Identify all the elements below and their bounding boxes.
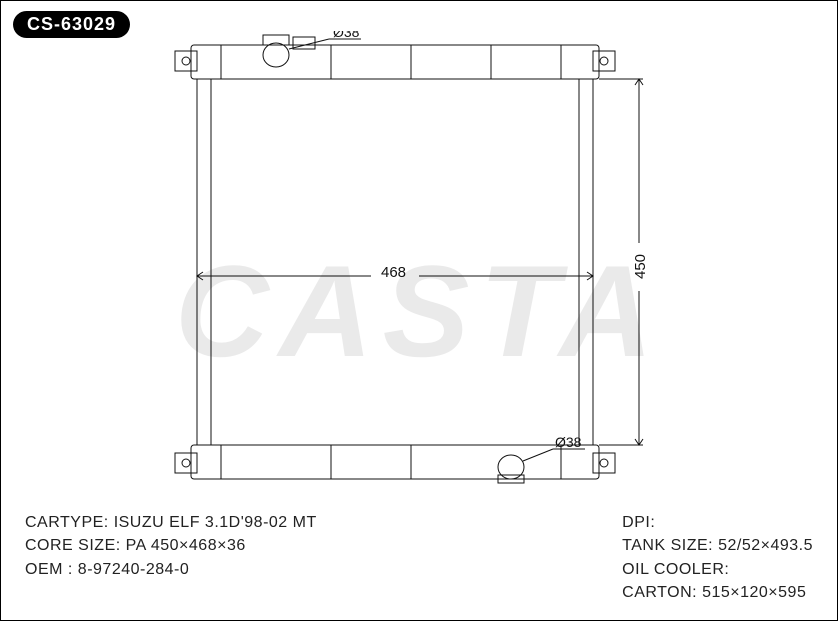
spec-label: CARTYPE	[25, 514, 104, 531]
spec-sep: :	[692, 584, 697, 601]
spec-label: CORE SIZE	[25, 537, 116, 554]
dim-width-value: 468	[381, 264, 406, 281]
inlet-dia-label: Ø38	[333, 31, 360, 40]
spec-label: CARTON	[622, 584, 692, 601]
spec-value: 52/52×493.5	[718, 537, 813, 554]
spec-row: CARTON: 515×120×595	[622, 581, 813, 604]
specs-block: CARTYPE: ISUZU ELF 3.1D'98-02 MT CORE SI…	[25, 511, 813, 604]
spec-sep: :	[708, 537, 713, 554]
spec-row: CORE SIZE: PA 450×468×36	[25, 534, 317, 557]
spec-sep: :	[724, 561, 729, 578]
spec-value: 8-97240-284-0	[78, 561, 189, 578]
spec-label: DPI	[622, 514, 650, 531]
spec-label: TANK SIZE	[622, 537, 708, 554]
spec-sep: :	[104, 514, 109, 531]
spec-label: OEM	[25, 561, 68, 578]
spec-label: OIL COOLER	[622, 561, 724, 578]
spec-sep: :	[116, 537, 121, 554]
spec-row: DPI:	[622, 511, 813, 534]
spec-sep: :	[68, 561, 73, 578]
spec-value: 515×120×595	[702, 584, 806, 601]
part-number-badge: CS-63029	[13, 11, 130, 38]
spec-value: ISUZU ELF 3.1D'98-02 MT	[114, 514, 317, 531]
spec-row: OIL COOLER:	[622, 558, 813, 581]
outlet-dia-label: Ø38	[555, 434, 582, 450]
page-frame: CS-63029	[0, 0, 838, 621]
spec-row: OEM : 8-97240-284-0	[25, 558, 317, 581]
drawing-svg: Ø38 Ø38 468 450	[161, 31, 681, 501]
dim-height-value: 450	[632, 254, 649, 279]
specs-right-col: DPI: TANK SIZE: 52/52×493.5 OIL COOLER: …	[622, 511, 813, 604]
radiator-drawing: Ø38 Ø38 468 450	[161, 31, 681, 501]
part-number-text: CS-63029	[27, 14, 116, 34]
specs-left-col: CARTYPE: ISUZU ELF 3.1D'98-02 MT CORE SI…	[25, 511, 317, 604]
spec-row: CARTYPE: ISUZU ELF 3.1D'98-02 MT	[25, 511, 317, 534]
spec-value: PA 450×468×36	[126, 537, 246, 554]
spec-sep: :	[650, 514, 655, 531]
spec-row: TANK SIZE: 52/52×493.5	[622, 534, 813, 557]
